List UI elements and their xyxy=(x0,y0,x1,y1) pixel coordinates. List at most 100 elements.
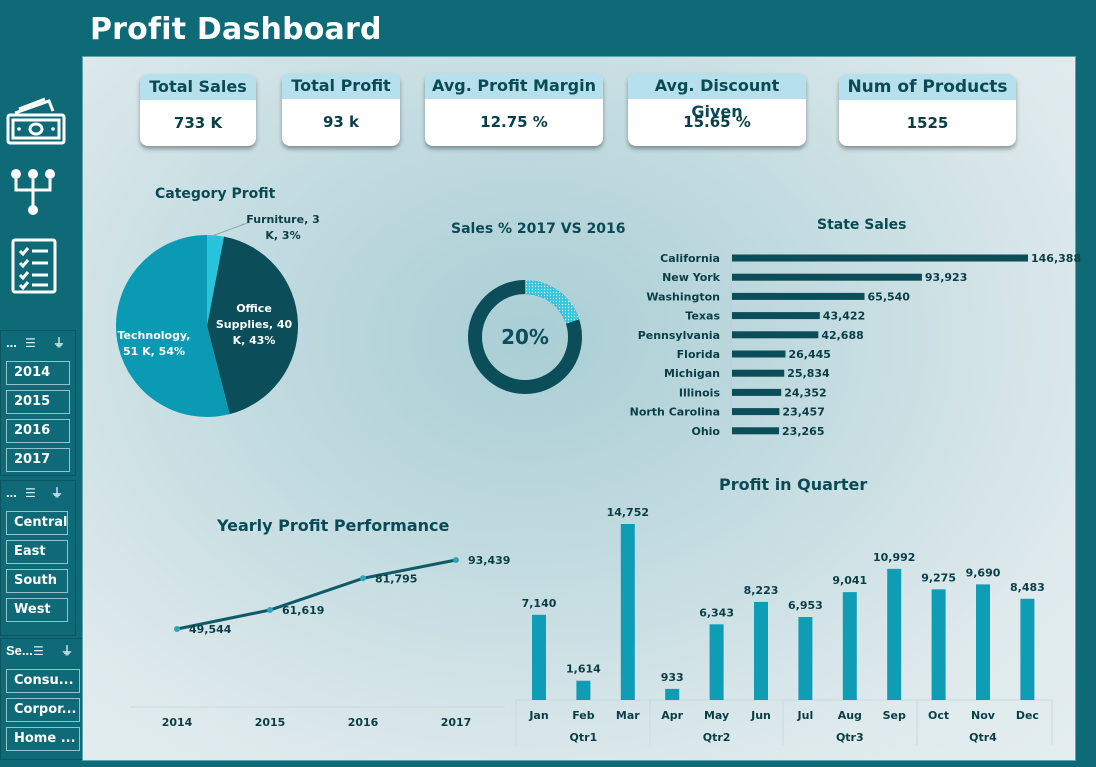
state-label: Ohio xyxy=(691,425,720,438)
kpi-label: Num of Products xyxy=(839,74,1016,100)
slicer-item-east[interactable]: East xyxy=(6,540,68,564)
slicer-item-corporate[interactable]: Corpor... xyxy=(6,698,80,722)
segment-slicer-header: Se... xyxy=(6,643,33,658)
quarter-value-label: 1,614 xyxy=(566,663,601,676)
yearly-profit-point xyxy=(267,607,273,614)
year-tick-label: 2017 xyxy=(441,716,472,729)
clear-filter-icon[interactable]: ⏚ xyxy=(51,486,64,500)
pie-slice-technology xyxy=(116,235,230,417)
yearly-profit-point xyxy=(360,575,366,582)
donut-center-label: 20% xyxy=(501,325,549,349)
pie-label-technology: Technology, 51 K, 54% xyxy=(118,329,191,358)
slicer-item-central[interactable]: Central xyxy=(6,511,68,535)
quarter-group-label: Qtr4 xyxy=(969,731,997,744)
dashboard-canvas xyxy=(82,56,1076,761)
slicer-item-home-office[interactable]: Home ... xyxy=(6,727,80,751)
slicer-item-2016[interactable]: 2016 xyxy=(6,419,70,443)
segment-slicer[interactable]: Se... ☰ ⏚ Consu... Corpor... Home ... xyxy=(0,638,86,760)
quarter-value-label: 9,275 xyxy=(921,571,956,584)
state-bar xyxy=(732,369,785,377)
state-label: Illinois xyxy=(679,386,721,399)
pie-label-office-supplies: Office Supplies, 40 K, 43% xyxy=(216,302,293,347)
year-tick-label: 2016 xyxy=(348,716,379,729)
state-value-label: 24,352 xyxy=(784,386,826,399)
quarter-bar xyxy=(754,601,768,700)
month-tick-label: Mar xyxy=(616,709,640,722)
month-tick-label: Aug xyxy=(838,709,862,722)
month-tick-label: Apr xyxy=(661,709,683,722)
state-label: Pennsylvania xyxy=(638,329,720,342)
state-label: California xyxy=(660,252,720,265)
state-label: Washington xyxy=(646,290,720,303)
quarter-group-label: Qtr2 xyxy=(703,731,731,744)
yearly-profit-label: 61,619 xyxy=(282,604,324,617)
quarter-bar xyxy=(532,614,546,700)
kpi-value: 93 k xyxy=(322,113,360,131)
state-label: North Carolina xyxy=(630,406,720,419)
kpi-label: Avg. Profit Margin xyxy=(425,73,603,99)
state-bar xyxy=(732,408,780,416)
kpi-value: 1525 xyxy=(906,114,949,132)
quarter-value-label: 933 xyxy=(661,671,684,684)
quarter-bar xyxy=(665,688,680,700)
month-tick-label: May xyxy=(704,709,729,722)
pie-slice-furniture xyxy=(207,235,225,326)
state-value-label: 42,688 xyxy=(821,329,863,342)
kpi-label: Total Profit xyxy=(282,73,400,99)
quarter-bar xyxy=(931,589,946,700)
quarter-bar xyxy=(976,584,990,700)
kpi-avg-discount: Avg. Discount Given 15.65 % xyxy=(628,73,806,146)
multi-select-icon[interactable]: ☰ xyxy=(25,336,36,350)
region-slicer[interactable]: ... ☰ ⏚ Central East South West xyxy=(0,480,76,636)
state-label: New York xyxy=(662,271,721,284)
clear-filter-icon[interactable]: ⏚ xyxy=(61,644,74,658)
kpi-label: Avg. Discount Given xyxy=(628,73,806,121)
state-bar xyxy=(732,388,782,396)
kpi-total-sales: Total Sales 733 K xyxy=(140,74,256,146)
state-value-label: 26,445 xyxy=(788,348,830,361)
month-tick-label: Jan xyxy=(528,709,548,722)
profit-quarter-title: Profit in Quarter xyxy=(719,475,868,494)
region-slicer-header: ... xyxy=(6,485,17,500)
state-value-label: 23,457 xyxy=(782,406,824,419)
quarter-value-label: 8,223 xyxy=(744,584,779,597)
clear-filter-icon[interactable]: ⏚ xyxy=(53,336,66,350)
state-label: Florida xyxy=(677,348,720,361)
quarter-bar xyxy=(842,592,857,700)
slicer-item-2017[interactable]: 2017 xyxy=(6,448,70,472)
category-profit-title: Category Profit xyxy=(155,186,276,202)
multi-select-icon[interactable]: ☰ xyxy=(25,486,36,500)
quarter-bar xyxy=(887,568,902,700)
yearly-profit-point xyxy=(453,557,459,563)
state-value-label: 65,540 xyxy=(868,290,911,303)
state-value-label: 93,923 xyxy=(925,271,967,284)
year-tick-label: 2014 xyxy=(162,716,193,729)
kpi-value: 733 K xyxy=(173,114,223,132)
month-tick-label: Oct xyxy=(928,709,949,722)
sales-growth-title: Sales % 2017 VS 2016 xyxy=(451,221,626,237)
year-slicer[interactable]: ... ☰ ⏚ 2014 2015 2016 2017 xyxy=(0,330,76,476)
slicer-item-2014[interactable]: 2014 xyxy=(6,361,70,385)
state-bar xyxy=(732,350,786,358)
year-tick-label: 2015 xyxy=(255,716,286,729)
state-bar xyxy=(732,427,780,435)
donut-value-arc xyxy=(524,280,580,325)
multi-select-icon[interactable]: ☰ xyxy=(33,644,44,658)
state-sales-title: State Sales xyxy=(817,217,907,233)
pie-slice-office-supplies xyxy=(207,236,299,415)
state-label: Texas xyxy=(685,310,720,323)
state-bar xyxy=(732,312,820,320)
kpi-label: Total Sales xyxy=(140,74,256,100)
month-tick-label: Nov xyxy=(971,709,996,722)
slicer-item-west[interactable]: West xyxy=(6,598,68,622)
yearly-profit-title: Yearly Profit Performance xyxy=(217,516,450,535)
yearly-profit-label: 49,544 xyxy=(189,623,232,636)
yearly-profit-point xyxy=(174,626,180,632)
quarter-bar xyxy=(620,524,635,700)
state-label: Michigan xyxy=(664,367,720,380)
state-value-label: 25,834 xyxy=(787,367,830,380)
hierarchy-icon xyxy=(11,169,55,215)
slicer-item-2015[interactable]: 2015 xyxy=(6,390,70,414)
slicer-item-consumer[interactable]: Consu... xyxy=(6,669,80,693)
slicer-item-south[interactable]: South xyxy=(6,569,68,593)
